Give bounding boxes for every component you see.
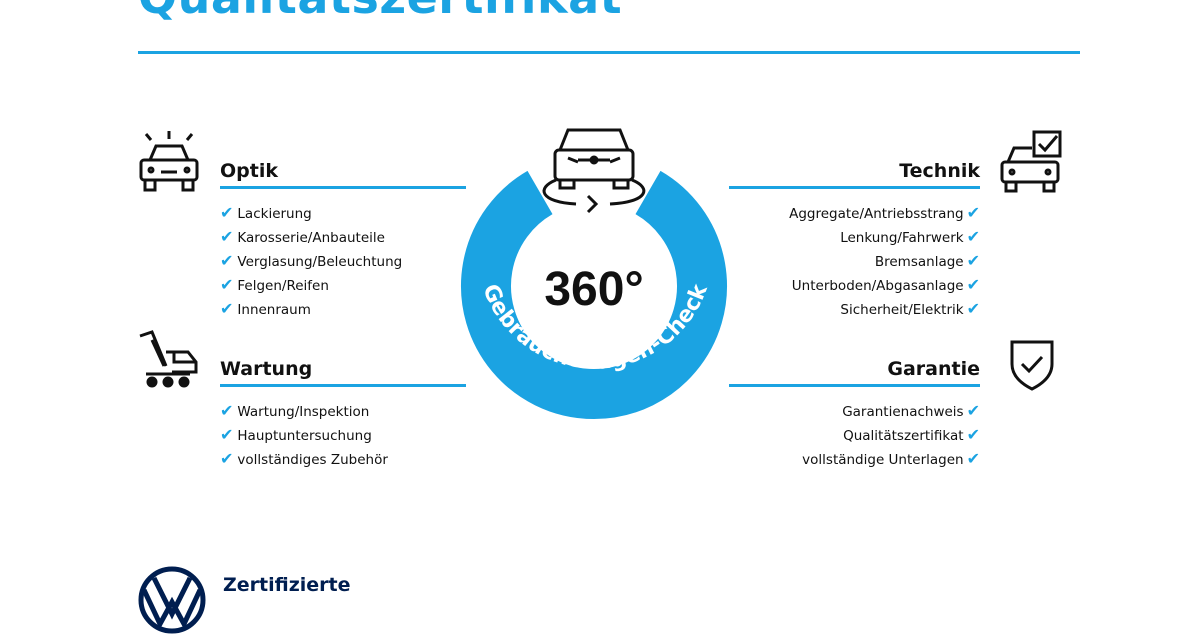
list-item: ✔ Verglasung/Beleuchtung <box>220 251 403 270</box>
list-item: ✔ Hauptuntersuchung <box>220 425 372 444</box>
car-lights-icon <box>139 131 199 192</box>
check-icon: ✔ <box>966 275 980 294</box>
check-icon: ✔ <box>966 401 980 420</box>
list-item: ✔ Lackierung <box>220 203 312 222</box>
title-divider <box>138 51 1080 54</box>
section-title: Wartung <box>220 358 313 380</box>
list-item: Qualitätszertifikat ✔ <box>843 425 980 444</box>
vw-logo <box>138 566 206 634</box>
list-item: ✔ Karosserie/Anbauteile <box>220 227 385 246</box>
badge-ring <box>461 170 727 420</box>
list-item: Lenkung/Fahrwerk ✔ <box>840 227 980 246</box>
section-garantie: Garantie Garantienachweis ✔ Qualitätszert… <box>729 354 980 471</box>
check-icon: ✔ <box>220 275 234 294</box>
check-icon: ✔ <box>966 203 980 222</box>
check-icon: ✔ <box>220 227 234 246</box>
section-divider <box>729 384 980 387</box>
section-divider <box>729 186 980 189</box>
degrees-label: 360° <box>544 263 643 316</box>
section-title: Garantie <box>887 358 980 380</box>
shield-check-icon <box>1010 340 1054 391</box>
check-icon: ✔ <box>220 425 234 444</box>
list-item: ✔ Felgen/Reifen <box>220 275 329 294</box>
check-icon: ✔ <box>966 227 980 246</box>
page-title: Qualitätszertifikat <box>138 0 622 24</box>
check-icon: ✔ <box>220 251 234 270</box>
car-rotate-icon <box>542 128 646 214</box>
list-item: ✔ vollständiges Zubehör <box>220 449 388 468</box>
car-checkbox-icon <box>1000 130 1062 193</box>
section-optik: Optik ✔ Lackierung ✔ Karosserie/Anbauteile… <box>220 156 466 321</box>
check-icon: ✔ <box>220 203 234 222</box>
list-item: Unterboden/Abgasanlage ✔ <box>791 275 980 294</box>
check-icon: ✔ <box>966 425 980 444</box>
brand-text: Zertifizierte <box>223 574 351 596</box>
list-item: ✔ Wartung/Inspektion <box>220 401 370 420</box>
list-item: Sicherheit/Elektrik ✔ <box>840 299 980 318</box>
section-title: Technik <box>899 160 980 182</box>
check-icon: ✔ <box>220 449 234 468</box>
section-divider <box>220 186 466 189</box>
check-icon: ✔ <box>966 449 980 468</box>
check-icon: ✔ <box>220 299 234 318</box>
section-wartung: Wartung ✔ Wartung/Inspektion ✔ Hauptunters… <box>220 354 466 471</box>
section-title: Optik <box>220 160 278 182</box>
check-icon: ✔ <box>966 251 980 270</box>
check-icon: ✔ <box>966 299 980 318</box>
list-item: vollständige Unterlagen ✔ <box>802 449 980 468</box>
service-cart-icon <box>139 330 198 388</box>
section-divider <box>220 384 466 387</box>
list-item: Bremsanlage ✔ <box>874 251 980 270</box>
section-technik: Technik Aggregate/Antriebsstrang ✔ Lenkun… <box>729 156 980 321</box>
list-item: ✔ Innenraum <box>220 299 311 318</box>
check-360-badge: 360° Gebrauchtwagen-Check <box>461 128 727 420</box>
list-item: Garantienachweis ✔ <box>842 401 980 420</box>
list-item: Aggregate/Antriebsstrang ✔ <box>789 203 980 222</box>
check-icon: ✔ <box>220 401 234 420</box>
